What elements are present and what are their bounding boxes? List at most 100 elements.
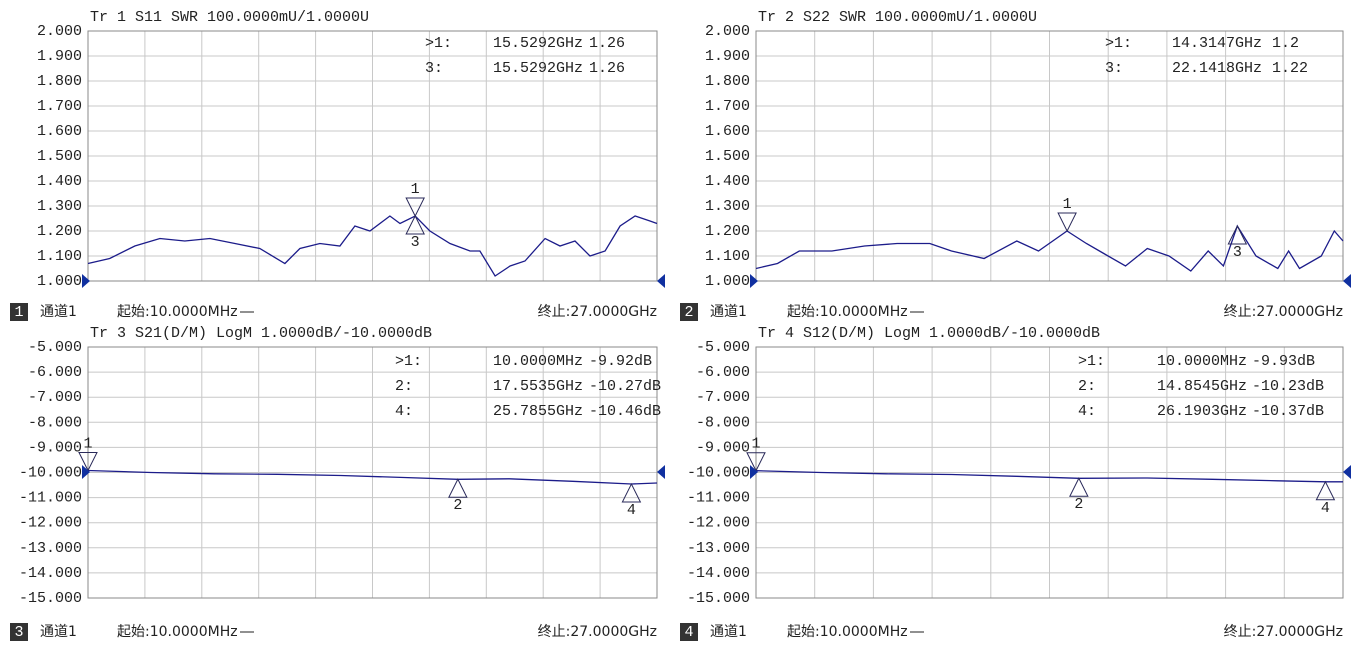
y-tick-label: 1.000 [705, 273, 750, 290]
marker-table-label: >1: [425, 35, 452, 52]
marker-triangle [621, 482, 642, 503]
ref-arrow-left [82, 465, 90, 479]
marker-triangle [78, 451, 98, 472]
marker-id: 3 [411, 234, 420, 251]
plot-frame [755, 30, 1344, 282]
y-tick-label: 1.200 [705, 223, 750, 240]
y-tick-label: 1.300 [705, 198, 750, 215]
marker-id: 1 [411, 181, 420, 198]
marker-table-value: -9.93dB [1252, 353, 1315, 370]
start-label: 起始:10.0000MHz [117, 624, 238, 640]
marker-triangle [405, 197, 425, 218]
y-tick-label: 1.600 [37, 123, 82, 140]
stop-label: 终止:27.0000GHz [1224, 304, 1343, 320]
marker-triangle [405, 214, 425, 235]
y-tick-label: -6.000 [28, 364, 82, 381]
y-tick-label: -13.000 [19, 540, 82, 557]
y-tick-label: 1.400 [705, 173, 750, 190]
trace-title: Tr 4 S12(D/M) LogM 1.0000dB/-10.0000dB [758, 325, 1100, 342]
stop-label: 终止:27.0000GHz [1224, 624, 1343, 640]
ref-arrow-right [1343, 465, 1351, 479]
marker-table-label: 3: [1105, 60, 1123, 77]
marker-table-value: -10.27dB [589, 378, 661, 395]
y-tick-label: -13.000 [687, 540, 750, 557]
marker-table-label: 2: [1078, 378, 1096, 395]
y-tick-label: -9.000 [696, 439, 750, 456]
y-tick-label: 2.000 [705, 23, 750, 40]
marker-table-freq: 15.5292GHz [493, 60, 583, 77]
marker-table-label: >1: [395, 353, 422, 370]
y-tick-label: 1.100 [705, 248, 750, 265]
y-tick-label: -12.000 [687, 515, 750, 532]
trace-title: Tr 1 S11 SWR 100.0000mU/1.0000U [90, 9, 369, 26]
y-tick-label: 1.900 [705, 48, 750, 65]
y-tick-label: -14.000 [19, 565, 82, 582]
channel-label: 通道1 [710, 624, 747, 640]
y-tick-label: -15.000 [19, 590, 82, 607]
y-tick-label: 1.700 [37, 98, 82, 115]
y-tick-label: -15.000 [687, 590, 750, 607]
ref-arrow-left [750, 465, 758, 479]
start-label: 起始:10.0000MHz [787, 624, 908, 640]
channel-badge [680, 303, 698, 321]
ref-arrow-right [1343, 274, 1351, 288]
y-tick-label: 1.800 [705, 73, 750, 90]
marker-table-label: 2: [395, 378, 413, 395]
channel-label: 通道1 [40, 624, 77, 640]
y-tick-label: -5.000 [696, 339, 750, 356]
ref-arrow-left [750, 274, 758, 288]
y-tick-label: 1.200 [37, 223, 82, 240]
marker-table-freq: 15.5292GHz [493, 35, 583, 52]
channel-badge [10, 623, 28, 641]
marker-table-label: 3: [425, 60, 443, 77]
y-tick-label: -11.000 [19, 490, 82, 507]
y-tick-label: -12.000 [19, 515, 82, 532]
y-tick-label: 1.400 [37, 173, 82, 190]
channel-badge-text: 4 [684, 624, 693, 641]
plot-frame [87, 30, 658, 282]
y-tick-label: 1.000 [37, 273, 82, 290]
y-tick-label: 1.800 [37, 73, 82, 90]
marker-id: 1 [1063, 196, 1072, 213]
marker-table-value: -9.92dB [589, 353, 652, 370]
stop-label: 终止:27.0000GHz [538, 304, 657, 320]
channel-badge [10, 303, 28, 321]
marker-table-value: 1.26 [589, 35, 625, 52]
y-tick-label: -7.000 [696, 389, 750, 406]
marker-id: 1 [83, 435, 92, 452]
marker-triangle [746, 452, 766, 472]
y-tick-label: -5.000 [28, 339, 82, 356]
channel-label: 通道1 [710, 304, 747, 320]
marker-table-label: 4: [395, 403, 413, 420]
y-tick-label: -10.000 [19, 464, 82, 481]
marker-table-label: >1: [1105, 35, 1132, 52]
y-tick-label: 1.500 [37, 148, 82, 165]
marker-id: 4 [627, 502, 636, 519]
marker-table-value: -10.23dB [1252, 378, 1324, 395]
marker-table-freq: 14.3147GHz [1172, 35, 1262, 52]
stop-label: 终止:27.0000GHz [538, 624, 657, 640]
y-tick-label: -8.000 [28, 414, 82, 431]
channel-badge-text: 1 [14, 304, 23, 321]
marker-table-label: >1: [1078, 353, 1105, 370]
channel-badge [680, 623, 698, 641]
y-tick-label: 1.300 [37, 198, 82, 215]
ref-arrow-right [657, 465, 665, 479]
y-tick-label: 1.900 [37, 48, 82, 65]
channel-badge-text: 3 [14, 624, 23, 641]
marker-table-freq: 10.0000MHz [1157, 353, 1247, 370]
marker-id: 2 [1074, 496, 1083, 513]
trace-title: Tr 3 S21(D/M) LogM 1.0000dB/-10.0000dB [90, 325, 432, 342]
marker-triangle [448, 478, 468, 498]
start-label: 起始:10.0000MHz [117, 304, 238, 320]
marker-triangle [1315, 480, 1336, 501]
y-tick-label: -9.000 [28, 439, 82, 456]
channel-label: 通道1 [40, 304, 77, 320]
marker-table-label: 4: [1078, 403, 1096, 420]
marker-table-freq: 22.1418GHz [1172, 60, 1262, 77]
y-tick-label: -14.000 [687, 565, 750, 582]
y-tick-label: -11.000 [687, 490, 750, 507]
marker-table-freq: 25.7855GHz [493, 403, 583, 420]
marker-id: 4 [1321, 500, 1330, 517]
